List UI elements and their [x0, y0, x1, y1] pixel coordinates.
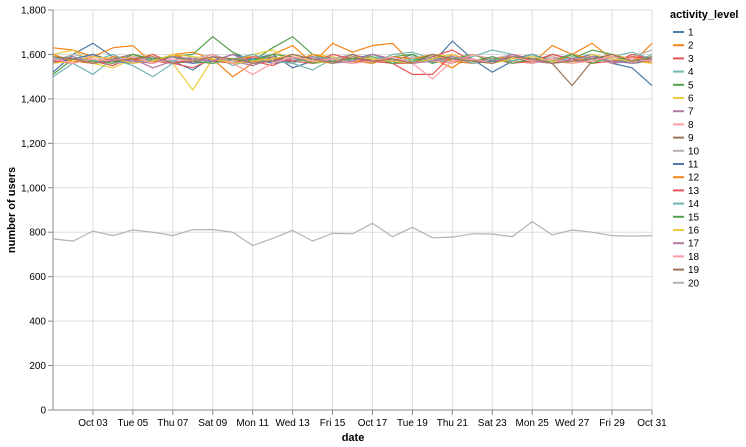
y-tick-label: 800 — [29, 228, 46, 239]
y-tick-label: 400 — [29, 317, 46, 328]
x-tick-label: Wed 27 — [555, 418, 590, 429]
legend-label: 1 — [688, 28, 694, 39]
x-tick-label: Tue 05 — [117, 418, 148, 429]
series-line-20 — [52, 220, 653, 247]
y-tick-label: 1,400 — [21, 94, 46, 105]
legend-label: 5 — [688, 80, 694, 91]
legend-label: 18 — [688, 252, 700, 263]
grid — [53, 9, 653, 411]
legend-label: 13 — [688, 186, 700, 197]
legend-label: 6 — [688, 94, 694, 105]
x-tick-label: Tue 19 — [397, 418, 428, 429]
legend-label: 15 — [688, 212, 700, 223]
y-tick-label: 1,800 — [21, 6, 46, 17]
legend-label: 11 — [688, 160, 699, 171]
y-tick-label: 0 — [40, 406, 46, 417]
y-tick-label: 1,200 — [21, 139, 46, 150]
x-tick-label: Fri 29 — [599, 418, 625, 429]
x-tick-label: Oct 31 — [637, 418, 667, 429]
x-tick-label: Mon 25 — [516, 418, 550, 429]
x-tick-label: Sat 23 — [478, 418, 507, 429]
y-tick-label: 1,600 — [21, 50, 46, 61]
legend-label: 14 — [688, 199, 700, 210]
x-tick-label: Sat 09 — [198, 418, 227, 429]
y-tick-label: 1,000 — [21, 183, 46, 194]
x-tick-label: Oct 03 — [78, 418, 108, 429]
y-axis-title: number of users — [6, 167, 18, 253]
legend-label: 3 — [688, 54, 694, 65]
x-tick-label: Mon 11 — [236, 418, 269, 429]
legend-label: 19 — [688, 265, 700, 276]
legend-label: 2 — [688, 41, 694, 52]
series-line-6 — [52, 49, 653, 92]
x-tick-label: Wed 13 — [275, 418, 310, 429]
legend-label: 4 — [688, 67, 694, 78]
x-tick-label: Thu 07 — [157, 418, 189, 429]
x-tick-label: Oct 17 — [358, 418, 388, 429]
x-tick-label: Fri 15 — [320, 418, 346, 429]
legend-label: 7 — [688, 107, 694, 118]
series-line-18 — [52, 53, 653, 80]
legend-label: 10 — [688, 146, 700, 157]
series-line-19 — [52, 53, 653, 64]
axes: 0 200 400 600 800 1,000 1,200 1,400 1,600 1,800 Oc… — [21, 6, 667, 430]
x-tick-label: Thu 21 — [437, 418, 469, 429]
legend-label: 8 — [688, 120, 694, 131]
series-lines — [52, 35, 653, 247]
x-axis-title: date — [342, 432, 365, 444]
y-tick-label: 600 — [29, 272, 46, 283]
legend-label: 20 — [688, 278, 700, 289]
legend: activity_level 1234567891011121314151617… — [670, 9, 739, 289]
legend-label: 9 — [688, 133, 694, 144]
series-line-5 — [52, 35, 653, 75]
legend-label: 17 — [688, 239, 700, 250]
legend-title: activity_level — [670, 9, 739, 21]
legend-label: 12 — [688, 173, 700, 184]
y-tick-label: 200 — [29, 361, 46, 372]
legend-label: 16 — [688, 226, 700, 237]
